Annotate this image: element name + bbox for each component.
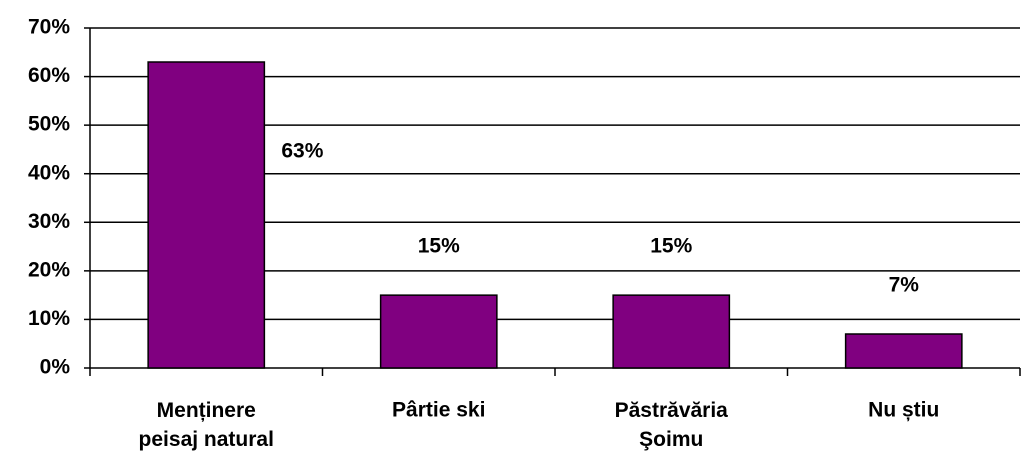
y-tick-label: 40%: [28, 161, 70, 184]
bar: [844, 333, 963, 369]
value-label: 15%: [650, 235, 692, 258]
value-label: 15%: [418, 235, 460, 258]
y-tick-label: 70%: [28, 16, 70, 39]
y-tick-label: 0%: [40, 356, 71, 379]
bar: [379, 294, 498, 369]
x-tick-label: Pârtie ski: [392, 399, 485, 422]
y-tick-label: 60%: [28, 64, 70, 87]
y-tick-label: 10%: [28, 307, 70, 330]
x-tick-label: Menținere peisaj natural: [139, 399, 274, 451]
y-tick-label: 20%: [28, 258, 70, 281]
x-tick-label: Păstrăvăria Şoimu: [615, 399, 729, 451]
x-tick-label: Nu știu: [868, 399, 939, 422]
bar: [147, 61, 266, 369]
bar: [612, 294, 731, 369]
value-label: 7%: [889, 274, 920, 297]
y-tick-label: 30%: [28, 210, 70, 233]
value-label: 63%: [281, 140, 323, 163]
y-tick-label: 50%: [28, 113, 70, 136]
